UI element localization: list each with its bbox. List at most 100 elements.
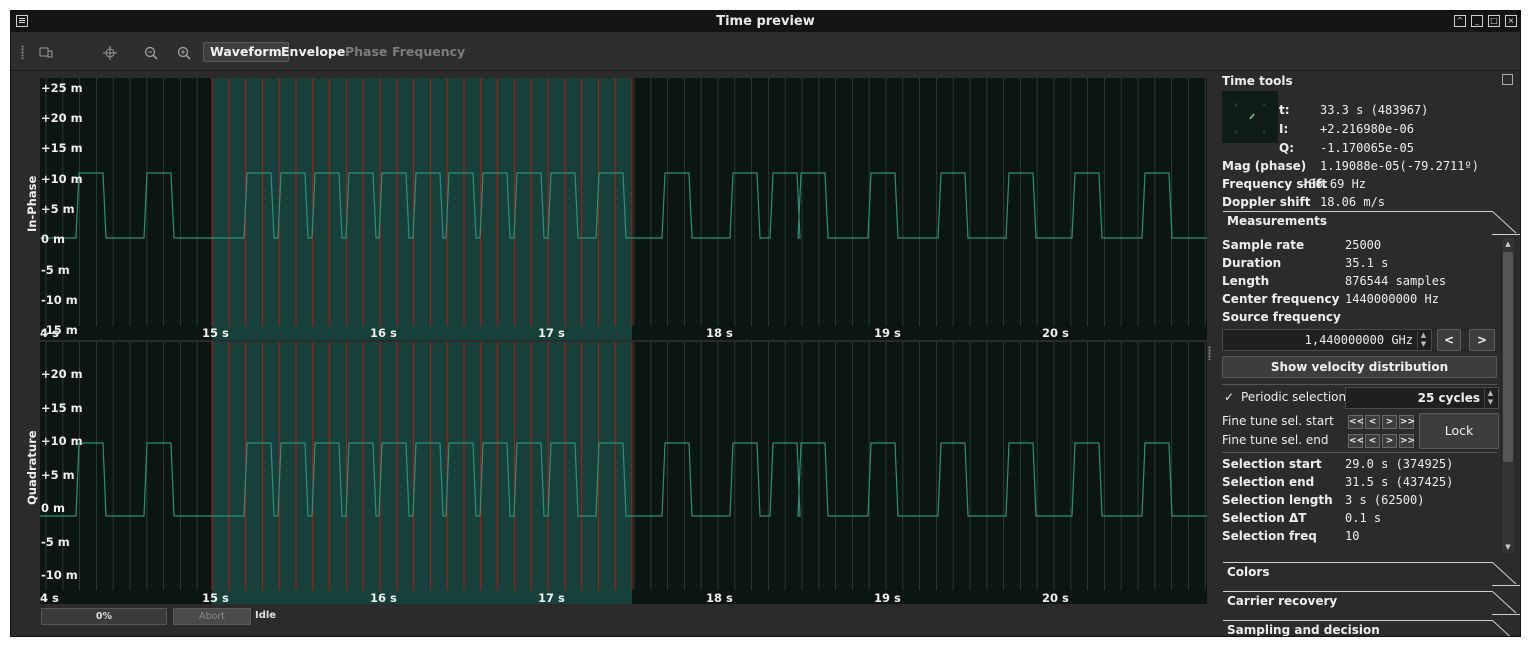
device-icon[interactable] [38, 45, 54, 61]
time-tools-label: Mag (phase) [1222, 159, 1307, 173]
measurement-label: Center frequency [1222, 292, 1340, 306]
x-tick-label: 16 s [370, 326, 397, 340]
time-tools-label: Doppler shift [1222, 195, 1311, 209]
lock-button[interactable]: Lock [1419, 413, 1499, 449]
end-rewind-fast-button[interactable]: << [1348, 434, 1365, 448]
time-tools-label: Q: [1279, 141, 1294, 155]
waveform-trace [40, 442, 1207, 517]
selection-value: 10 [1345, 529, 1360, 543]
start-forward-button[interactable]: > [1382, 415, 1397, 429]
svg-text:×: × [1234, 101, 1238, 109]
toolbar-grip-icon[interactable] [21, 45, 24, 59]
end-rewind-button[interactable]: < [1365, 434, 1380, 448]
selection-value: 29.0 s (374925) [1345, 457, 1454, 471]
end-forward-button[interactable]: > [1382, 434, 1397, 448]
measurement-label: Sample rate [1222, 238, 1305, 252]
phase-button[interactable]: Phase [345, 44, 388, 59]
measurements-panel: Sample rate 25000 Duration 35.1 s Length… [1222, 238, 1514, 553]
measurement-value: 35.1 s [1345, 256, 1389, 270]
time-tools-label: t: [1279, 103, 1290, 117]
y-tick-label: +10 m [41, 172, 83, 186]
minimize-icon[interactable]: _ [1471, 15, 1483, 27]
svg-text:×: × [1234, 128, 1238, 136]
y-tick-label: +5 m [41, 468, 75, 482]
y-tick-label: -5 m [41, 535, 70, 549]
time-tools-value: 1.19088e-05(-79.2711º) [1320, 159, 1479, 173]
y-tick-label: +20 m [41, 367, 83, 381]
colors-section-header[interactable]: Colors [1223, 562, 1520, 586]
x-tick-label: 16 s [370, 591, 397, 605]
time-tools-value: -86.69 Hz [1301, 177, 1367, 191]
periodic-selection-checkbox[interactable]: ✓ [1224, 390, 1235, 404]
splitter-handle-icon[interactable] [1208, 346, 1211, 360]
scrollbar-thumb[interactable] [1503, 252, 1513, 462]
divider [1222, 384, 1497, 385]
scroll-down-icon[interactable]: ▼ [1505, 543, 1511, 551]
zoom-out-icon[interactable] [143, 45, 159, 61]
constellation-display: × × × × [1222, 91, 1278, 143]
scroll-up-icon[interactable]: ▲ [1505, 240, 1511, 248]
in-phase-waveform [40, 78, 1207, 340]
x-tick-label: 18 s [706, 591, 733, 605]
fine-tune-start-label: Fine tune sel. start [1222, 414, 1334, 428]
measurement-label: Duration [1222, 256, 1282, 270]
abort-button[interactable]: Abort [173, 608, 251, 625]
crosshair-icon[interactable] [102, 45, 118, 61]
time-tools-value: +2.216980e-06 [1320, 122, 1414, 136]
selection-label: Selection length [1222, 493, 1333, 507]
x-tick-label: 17 s [538, 591, 565, 605]
selection-value: 3 s (62500) [1345, 493, 1425, 507]
end-forward-fast-button[interactable]: >> [1399, 434, 1416, 448]
svg-text:×: × [1262, 128, 1266, 136]
waveform-button[interactable]: Waveform [203, 42, 289, 62]
next-frequency-button[interactable]: > [1469, 329, 1495, 351]
time-tools-value: 18.06 m/s [1320, 195, 1386, 209]
y-tick-label: +5 m [41, 202, 75, 216]
time-tools-label: I: [1279, 122, 1289, 136]
quadrature-plot[interactable] [40, 342, 1207, 604]
toolbar: Waveform Envelope Phase Frequency [11, 33, 1520, 71]
periodic-selection-label: Periodic selection [1241, 390, 1347, 404]
y-tick-label: +10 m [41, 434, 83, 448]
x-tick-label: 15 s [202, 591, 229, 605]
svg-text:×: × [1262, 101, 1266, 109]
maximize-icon[interactable]: □ [1488, 15, 1500, 27]
start-rewind-fast-button[interactable]: << [1348, 415, 1365, 429]
cycles-input[interactable]: 25 cycles ▲ ▼ [1345, 387, 1499, 409]
zoom-in-icon[interactable] [176, 45, 192, 61]
selection-label: Selection end [1222, 475, 1315, 489]
window-menu-icon[interactable] [16, 15, 28, 27]
spin-arrows-icon[interactable]: ▲ ▼ [1417, 331, 1429, 349]
start-rewind-button[interactable]: < [1365, 415, 1380, 429]
show-velocity-distribution-button[interactable]: Show velocity distribution [1222, 356, 1497, 378]
source-frequency-input[interactable]: 1,440000000 GHz ▲ ▼ [1222, 329, 1432, 351]
selection-region [212, 342, 632, 604]
measurements-section-header[interactable]: Measurements [1223, 211, 1520, 235]
y-tick-label: +15 m [41, 401, 83, 415]
start-forward-fast-button[interactable]: >> [1399, 415, 1416, 429]
spin-arrows-icon[interactable]: ▲ ▼ [1484, 389, 1496, 407]
measurements-scrollbar[interactable]: ▲ ▼ [1501, 238, 1514, 553]
selection-value: 0.1 s [1345, 511, 1382, 525]
x-tick-label: 4 s [40, 591, 59, 605]
y-tick-label: +15 m [41, 141, 83, 155]
undock-icon[interactable] [1502, 74, 1513, 85]
carrier-recovery-section-header[interactable]: Carrier recovery [1223, 591, 1520, 615]
time-preview-window: Time preview ^ _ □ × Waveform Envelope P… [10, 10, 1521, 637]
y-tick-label: +20 m [41, 111, 83, 125]
prev-frequency-button[interactable]: < [1437, 329, 1461, 351]
measurements-title: Measurements [1227, 214, 1327, 228]
close-icon[interactable]: × [1505, 15, 1517, 27]
x-tick-label: 18 s [706, 326, 733, 340]
x-tick-label: 19 s [874, 591, 901, 605]
measurement-value: 876544 samples [1345, 274, 1447, 288]
measurement-value: 1440000000 Hz [1345, 292, 1439, 306]
progress-bar: 0% [41, 608, 167, 625]
colors-title: Colors [1227, 565, 1270, 579]
shade-icon[interactable]: ^ [1454, 15, 1466, 27]
envelope-button[interactable]: Envelope [281, 44, 346, 59]
sampling-and-decision-section-header[interactable]: Sampling and decision [1223, 620, 1520, 636]
frequency-button[interactable]: Frequency [392, 44, 466, 59]
x-tick-label: 17 s [538, 326, 565, 340]
in-phase-plot[interactable] [40, 78, 1207, 340]
